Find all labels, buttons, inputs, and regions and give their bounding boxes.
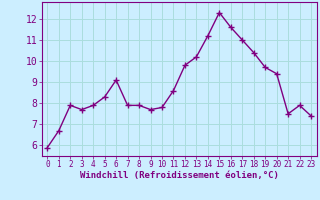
X-axis label: Windchill (Refroidissement éolien,°C): Windchill (Refroidissement éolien,°C) (80, 171, 279, 180)
